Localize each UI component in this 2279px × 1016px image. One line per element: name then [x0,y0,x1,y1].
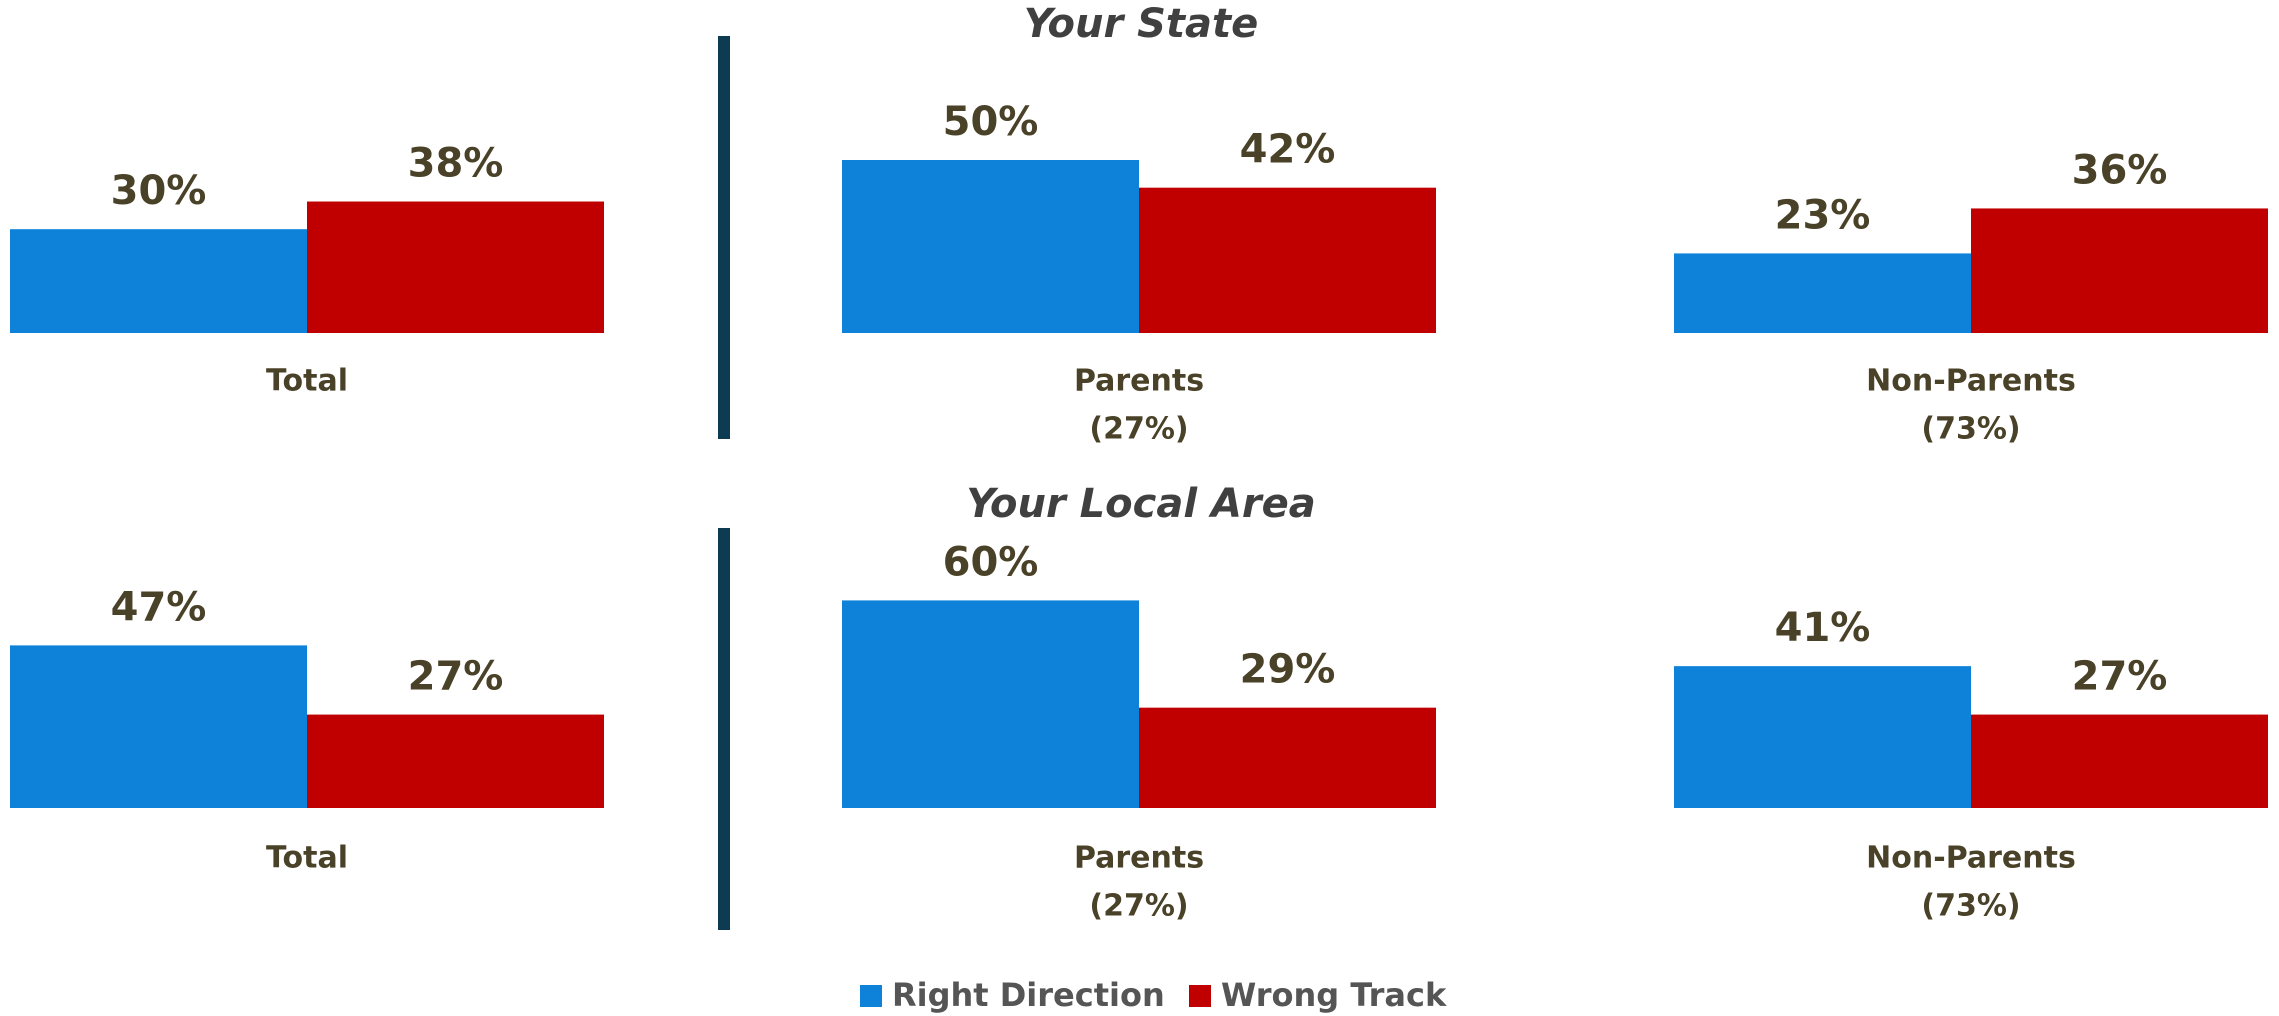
panel-title: Your Local Area [966,481,1316,527]
category-sublabel: (27%) [1089,889,1188,924]
bar [842,160,1139,333]
value-label: 42% [1240,127,1336,173]
category-sublabel: (73%) [1921,412,2020,447]
value-label: 47% [111,584,207,630]
bar [10,645,307,808]
category-label: Total [266,364,348,399]
bar [1971,714,2268,808]
value-label: 27% [408,654,504,700]
value-label: 41% [1775,605,1871,651]
legend-swatch [1189,985,1211,1007]
category-label: Non-Parents [1866,841,2076,876]
value-label: 30% [111,168,207,214]
value-label: 50% [943,99,1039,145]
legend-label: Right Direction [892,976,1165,1014]
bar [1971,208,2268,333]
category-label: Non-Parents [1866,364,2076,399]
value-label: 29% [1240,647,1336,693]
category-sublabel: (73%) [1921,889,2020,924]
value-label: 36% [2072,147,2168,193]
legend-label: Wrong Track [1221,976,1447,1014]
legend-swatch [860,985,882,1007]
value-label: 60% [943,539,1039,585]
category-label: Parents [1074,364,1204,399]
value-label: 27% [2072,654,2168,700]
category-label: Total [266,841,348,876]
bar [307,714,604,808]
bar [1139,187,1436,333]
bar [1674,253,1971,333]
bar [1674,666,1971,808]
value-label: 38% [408,141,504,187]
bar [1139,707,1436,808]
bar [10,229,307,333]
category-sublabel: (27%) [1089,412,1188,447]
panel-title: Your State [1024,1,1259,47]
value-label: 23% [1775,192,1871,238]
category-label: Parents [1074,841,1204,876]
bar [842,600,1139,808]
bar [307,201,604,333]
